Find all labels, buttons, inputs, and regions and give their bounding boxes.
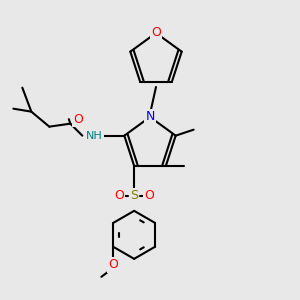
Text: O: O — [144, 189, 154, 202]
Text: O: O — [151, 26, 161, 40]
Text: O: O — [73, 113, 83, 126]
Text: N: N — [145, 110, 155, 124]
Text: S: S — [130, 189, 138, 202]
Text: O: O — [108, 258, 118, 271]
Text: O: O — [114, 189, 124, 202]
Text: NH: NH — [86, 131, 103, 141]
